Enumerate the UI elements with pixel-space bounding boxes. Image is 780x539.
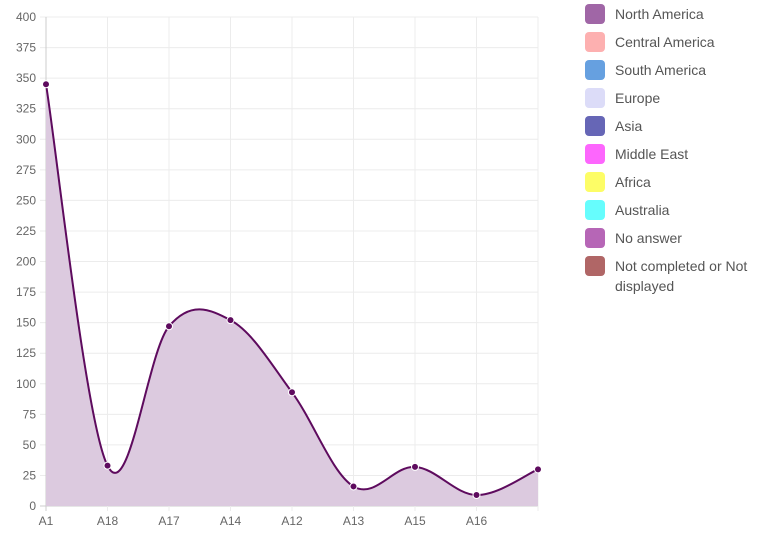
legend-swatch bbox=[585, 256, 605, 276]
legend-label: South America bbox=[615, 62, 707, 78]
y-tick-label: 350 bbox=[16, 71, 36, 85]
y-tick-label: 250 bbox=[16, 193, 36, 207]
y-tick-label: 375 bbox=[16, 41, 36, 55]
x-tick-label: A1 bbox=[39, 514, 54, 528]
legend-item[interactable]: Asia bbox=[585, 116, 775, 136]
data-point[interactable] bbox=[226, 316, 235, 325]
x-tick-label: A14 bbox=[220, 514, 242, 528]
area-fill bbox=[46, 84, 538, 507]
legend-swatch bbox=[585, 144, 605, 164]
x-tick-label: A13 bbox=[343, 514, 365, 528]
data-point[interactable] bbox=[165, 322, 173, 331]
legend-label: Europe bbox=[615, 90, 661, 106]
x-tick-label: A16 bbox=[466, 514, 488, 528]
y-tick-label: 75 bbox=[23, 407, 37, 421]
y-tick-label: 150 bbox=[16, 316, 36, 330]
data-point[interactable] bbox=[103, 461, 112, 470]
y-tick-label: 25 bbox=[23, 468, 37, 482]
y-tick-label: 175 bbox=[16, 285, 36, 299]
legend-label: Asia bbox=[615, 118, 643, 134]
legend-item[interactable]: Not completed or Not displayed bbox=[585, 256, 775, 296]
legend-item[interactable]: North America bbox=[585, 4, 775, 24]
legend-label: Africa bbox=[615, 174, 651, 190]
x-tick-label: A15 bbox=[404, 514, 426, 528]
legend: North America Central America South Americ… bbox=[585, 4, 775, 304]
legend-item[interactable]: South America bbox=[585, 60, 775, 80]
y-tick-label: 400 bbox=[16, 10, 36, 24]
line-chart: 0 25 50 75 100 125 150 175 200 225 250 275 300 325 350… bbox=[16, 10, 542, 528]
x-tick-label: A18 bbox=[97, 514, 119, 528]
data-point[interactable] bbox=[472, 490, 481, 499]
legend-label: North America bbox=[615, 6, 704, 22]
y-tick-label: 100 bbox=[16, 377, 36, 391]
legend-label: No answer bbox=[615, 230, 682, 246]
y-tick-label: 300 bbox=[16, 132, 36, 146]
legend-label: Middle East bbox=[615, 146, 689, 162]
x-tick-label: A17 bbox=[158, 514, 180, 528]
y-tick-label: 50 bbox=[23, 438, 37, 452]
x-axis: A1 A18 A17 A14 A12 A13 A15 A16 bbox=[39, 514, 488, 528]
legend-swatch bbox=[585, 200, 605, 220]
legend-item[interactable]: Europe bbox=[585, 88, 775, 108]
data-point[interactable] bbox=[411, 462, 419, 471]
legend-label: Not completed or Not displayed bbox=[615, 258, 748, 294]
data-point[interactable] bbox=[288, 388, 296, 397]
y-tick-label: 125 bbox=[16, 346, 36, 360]
y-tick-label: 225 bbox=[16, 224, 36, 238]
y-tick-label: 0 bbox=[29, 499, 36, 513]
y-axis: 0 25 50 75 100 125 150 175 200 225 250 275 300 325 350… bbox=[16, 10, 36, 513]
legend-swatch bbox=[585, 228, 605, 248]
data-point[interactable] bbox=[349, 482, 358, 491]
y-tick-label: 275 bbox=[16, 163, 36, 177]
series-line bbox=[45, 84, 539, 496]
legend-item[interactable]: No answer bbox=[585, 228, 775, 248]
y-tick-label: 325 bbox=[16, 102, 36, 116]
legend-swatch bbox=[585, 60, 605, 80]
data-points bbox=[42, 80, 542, 499]
legend-swatch bbox=[585, 32, 605, 52]
legend-swatch bbox=[585, 4, 605, 24]
data-point[interactable] bbox=[42, 80, 50, 89]
legend-swatch bbox=[585, 88, 605, 108]
legend-label: Central America bbox=[615, 34, 715, 50]
data-point[interactable] bbox=[534, 465, 542, 474]
legend-label: Australia bbox=[615, 202, 670, 218]
x-tick-label: A12 bbox=[281, 514, 303, 528]
legend-item[interactable]: Central America bbox=[585, 32, 775, 52]
legend-item[interactable]: Australia bbox=[585, 200, 775, 220]
legend-swatch bbox=[585, 172, 605, 192]
legend-item[interactable]: Middle East bbox=[585, 144, 775, 164]
legend-item[interactable]: Africa bbox=[585, 172, 775, 192]
legend-swatch bbox=[585, 116, 605, 136]
y-tick-label: 200 bbox=[16, 255, 36, 269]
